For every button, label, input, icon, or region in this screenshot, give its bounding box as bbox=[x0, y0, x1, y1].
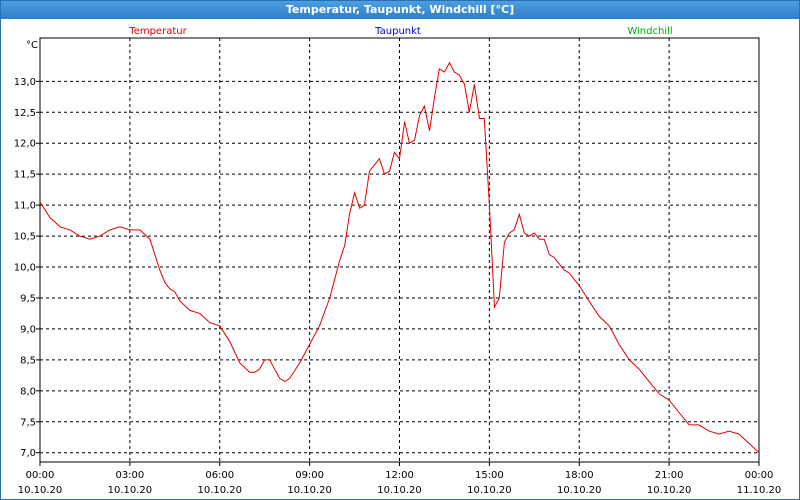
x-tick-date: 10.10.20 bbox=[18, 485, 63, 496]
x-tick-time: 00:00 bbox=[745, 470, 774, 481]
x-tick-date: 10.10.20 bbox=[647, 485, 692, 496]
series-line-temperatur bbox=[39, 61, 760, 454]
y-tick-label: 9,0 bbox=[20, 324, 36, 335]
legend-windchill: Windchill bbox=[627, 26, 672, 37]
x-tick-time: 15:00 bbox=[475, 470, 504, 481]
y-tick-label: 12,5 bbox=[14, 108, 36, 119]
legend-temperatur: Temperatur bbox=[128, 26, 187, 37]
y-tick-label: 12,0 bbox=[14, 139, 36, 150]
y-tick-label: 9,5 bbox=[20, 293, 36, 304]
y-unit-label: °C bbox=[26, 40, 38, 51]
x-tick-date: 10.10.20 bbox=[108, 485, 153, 496]
x-tick-time: 09:00 bbox=[295, 470, 324, 481]
y-tick-label: 10,0 bbox=[14, 263, 36, 274]
x-tick-date: 10.10.20 bbox=[467, 485, 512, 496]
x-tick-time: 06:00 bbox=[205, 470, 234, 481]
y-tick-label: 10,5 bbox=[14, 232, 36, 243]
y-tick-label: 8,5 bbox=[20, 355, 36, 366]
chart-title: Temperatur, Taupunkt, Windchill [°C] bbox=[1, 1, 799, 19]
x-tick-time: 00:00 bbox=[26, 470, 55, 481]
x-tick-date: 10.10.20 bbox=[287, 485, 332, 496]
x-tick-date: 11.10.20 bbox=[737, 485, 782, 496]
y-tick-label: 11,0 bbox=[14, 201, 36, 212]
x-tick-time: 21:00 bbox=[655, 470, 684, 481]
x-tick-date: 10.10.20 bbox=[377, 485, 422, 496]
x-tick-time: 18:00 bbox=[565, 470, 594, 481]
y-tick-label: 7,0 bbox=[20, 448, 36, 459]
x-tick-time: 03:00 bbox=[115, 470, 144, 481]
x-tick-date: 10.10.20 bbox=[197, 485, 242, 496]
y-tick-label: 8,0 bbox=[20, 386, 36, 397]
y-tick-label: 13,0 bbox=[14, 77, 36, 88]
legend-taupunkt: Taupunkt bbox=[374, 26, 421, 37]
x-tick-time: 12:00 bbox=[385, 470, 414, 481]
y-tick-label: 7,5 bbox=[20, 417, 36, 428]
x-tick-date: 10.10.20 bbox=[557, 485, 602, 496]
y-tick-label: 11,5 bbox=[14, 170, 36, 181]
